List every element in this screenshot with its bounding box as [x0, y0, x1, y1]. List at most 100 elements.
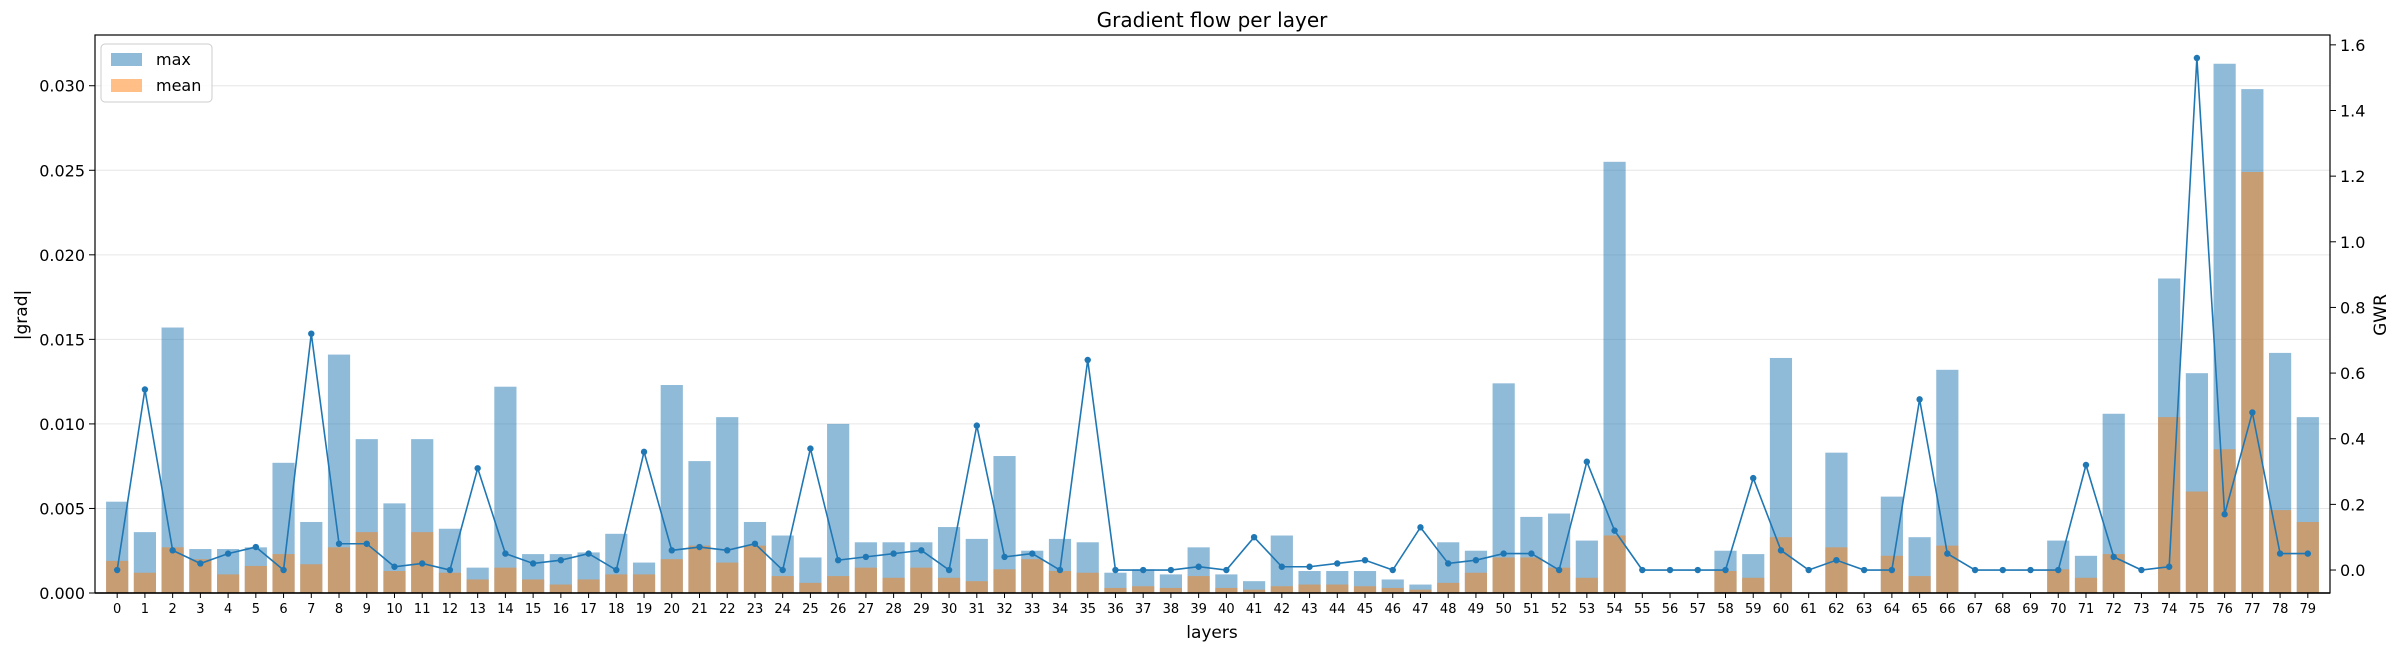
gwr-line: [113, 54, 2312, 574]
x-tick-label: 37: [1135, 602, 1152, 617]
legend-swatch-mean: [111, 79, 142, 92]
gwr-point: [1944, 550, 1951, 557]
gwr-point: [1528, 550, 1535, 557]
bar-max: [1936, 369, 1959, 593]
gwr-point: [2138, 566, 2145, 574]
y2-tick-label: 0.0: [2340, 561, 2365, 580]
x-tick-label: 42: [1274, 602, 1291, 617]
x-tick-label: 66: [1939, 602, 1956, 617]
bar-mean: [300, 564, 323, 593]
bar-mean: [937, 577, 961, 593]
x-tick-label: 2: [169, 602, 177, 617]
gwr-point: [1971, 566, 1979, 574]
x-tick-label: 0: [113, 602, 121, 617]
x-tick-label: 57: [1689, 602, 1706, 617]
gwr-point: [668, 547, 675, 554]
bar-mean: [2074, 577, 2098, 593]
bar-max: [1603, 161, 1626, 593]
bar-max: [1409, 584, 1432, 593]
x-tick-label: 64: [1884, 602, 1901, 617]
gwr-point: [1029, 550, 1036, 557]
bar-mean: [133, 572, 157, 593]
bar-mean: [1575, 577, 1598, 593]
y2-tick-label: 0.2: [2340, 495, 2365, 514]
x-tick-label: 62: [1828, 602, 1845, 617]
bar-mean: [1520, 557, 1543, 593]
x-tick-label: 70: [2050, 602, 2067, 617]
y-tick-label: 0.000: [39, 584, 85, 603]
bars: [106, 63, 2319, 594]
gwr-polyline: [116, 57, 2308, 572]
gwr-point: [224, 550, 232, 557]
bar-mean: [1104, 587, 1127, 593]
bar-mean: [660, 559, 683, 593]
bar-mean: [799, 582, 822, 593]
bar-mean: [1714, 571, 1737, 593]
bar-mean: [1409, 589, 1432, 593]
gwr-point: [557, 556, 565, 564]
bar-mean: [577, 579, 600, 593]
x-tick-label: 68: [1995, 602, 2012, 617]
y2-tick-label: 0.6: [2340, 364, 2365, 383]
gwr-point: [2193, 54, 2201, 62]
gwr-point: [585, 550, 592, 557]
bar-mean: [244, 565, 267, 593]
gwr-point: [724, 547, 731, 554]
bar-mean: [106, 560, 129, 593]
gwr-point: [779, 566, 786, 574]
bar-mean: [189, 559, 212, 593]
gwr-point: [197, 560, 204, 567]
x-tick-label: 34: [1052, 602, 1069, 617]
gwr-point: [308, 330, 315, 337]
gwr-point: [1722, 566, 1729, 574]
gwr-point: [945, 566, 953, 574]
y-axis-label: |grad|: [12, 290, 32, 340]
bar-mean: [1381, 587, 1404, 593]
x-tick-label: 23: [747, 602, 764, 617]
bar-mean: [1548, 567, 1571, 593]
bar-mean: [1769, 537, 1793, 593]
gwr-point: [529, 560, 537, 567]
bar-max: [494, 386, 517, 593]
x-tick-label: 9: [363, 602, 371, 617]
gwr-point: [696, 543, 703, 551]
gwr-point: [2055, 566, 2062, 574]
gwr-point: [1750, 474, 1757, 482]
bar-mean: [2185, 491, 2208, 593]
gwr-point: [1139, 566, 1147, 574]
x-tick-label: 73: [2133, 602, 2150, 617]
x-tick-label: 31: [969, 602, 986, 617]
x-tick-label: 26: [830, 602, 847, 617]
bar-mean: [827, 576, 850, 593]
bar-mean: [2213, 449, 2236, 593]
x-tick-label: 56: [1662, 602, 1679, 617]
x-tick-label: 43: [1301, 602, 1318, 617]
x-tick-label: 33: [1024, 602, 1041, 617]
gwr-point: [1250, 534, 1258, 541]
x-tick-label: 49: [1468, 602, 1485, 617]
x-tick-label: 51: [1523, 602, 1540, 617]
gwr-point: [834, 556, 842, 564]
bar-mean: [688, 545, 711, 593]
x-tick-label: 44: [1329, 602, 1346, 617]
gwr-point: [1084, 356, 1091, 364]
bar-mean: [1326, 584, 1349, 593]
bar-mean: [161, 547, 184, 593]
x-tick-label: 63: [1856, 602, 1873, 617]
legend-swatch-max: [111, 53, 142, 66]
gwr-point: [1639, 566, 1646, 574]
bar-mean: [771, 576, 794, 593]
x-tick-label: 16: [553, 602, 570, 617]
y-tick-label: 0.020: [39, 246, 85, 265]
x-tick-label: 36: [1107, 602, 1124, 617]
gwr-point: [2110, 553, 2117, 561]
x-tick-label: 8: [335, 602, 343, 617]
bar-mean: [1880, 555, 1903, 593]
bar-mean: [494, 567, 517, 593]
bar-max: [827, 423, 850, 593]
gwr-point: [1417, 524, 1424, 531]
bar-mean: [1298, 584, 1321, 593]
gwr-point: [391, 563, 398, 570]
